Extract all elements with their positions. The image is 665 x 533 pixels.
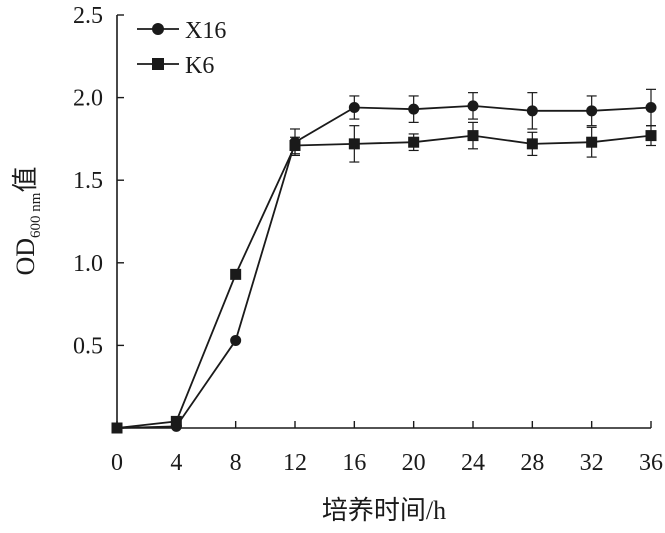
x-axis-title: 培养时间/h xyxy=(322,496,446,525)
data-point-k6 xyxy=(289,140,301,152)
data-point-x16 xyxy=(230,334,242,346)
y-axis-title: OD600 nm值 xyxy=(11,167,44,276)
series-line-k6 xyxy=(116,134,652,429)
markers-layer xyxy=(111,100,657,434)
y-tick-label: 2.5 xyxy=(73,3,103,29)
data-point-x16 xyxy=(526,105,538,117)
x-tick-label: 12 xyxy=(283,450,307,476)
data-point-k6 xyxy=(408,136,420,148)
y-tick-label: 1.0 xyxy=(73,251,103,277)
data-point-k6 xyxy=(586,136,598,148)
legend-label-k6: K6 xyxy=(185,53,214,79)
x-tick-label: 36 xyxy=(639,450,663,476)
legend-marker-x16 xyxy=(152,23,164,35)
axes-layer: 0 4 8 12 16 20 24 28 32 36 0.5 1.0 1.5 2.0 2.5 xyxy=(73,3,663,476)
legend-marker-k6 xyxy=(152,58,164,70)
x-tick-label: 24 xyxy=(461,450,485,476)
x-tick-label: 8 xyxy=(230,450,242,476)
x-tick-label: 32 xyxy=(580,450,604,476)
series-line-x16 xyxy=(116,104,652,429)
y-axis-title-suffix: 值 xyxy=(11,167,40,193)
x-tick-label: 16 xyxy=(342,450,366,476)
y-axis-title-subscript: 600 nm xyxy=(28,192,44,238)
y-tick-label: 2.0 xyxy=(73,86,103,112)
data-point-k6 xyxy=(230,268,242,280)
y-axis-title-main: OD xyxy=(11,238,40,276)
errorbar-layer xyxy=(290,88,656,163)
data-point-k6 xyxy=(348,138,360,150)
legend-label-x16: X16 xyxy=(185,18,226,44)
x-tick-label: 20 xyxy=(402,450,426,476)
y-tick-label: 0.5 xyxy=(73,333,103,359)
data-point-k6 xyxy=(170,415,182,427)
lines-layer xyxy=(116,104,652,429)
x-tick-label: 0 xyxy=(111,450,123,476)
data-point-x16 xyxy=(645,102,657,114)
x-tick-label: 4 xyxy=(170,450,182,476)
data-point-k6 xyxy=(467,130,479,142)
data-point-x16 xyxy=(348,102,360,114)
y-tick-label: 1.5 xyxy=(73,168,103,194)
data-point-x16 xyxy=(467,100,479,112)
x-tick-label: 28 xyxy=(520,450,544,476)
data-point-k6 xyxy=(526,138,538,150)
data-point-k6 xyxy=(111,422,123,434)
data-point-k6 xyxy=(645,130,657,142)
data-point-x16 xyxy=(586,105,598,117)
data-point-x16 xyxy=(408,103,420,115)
